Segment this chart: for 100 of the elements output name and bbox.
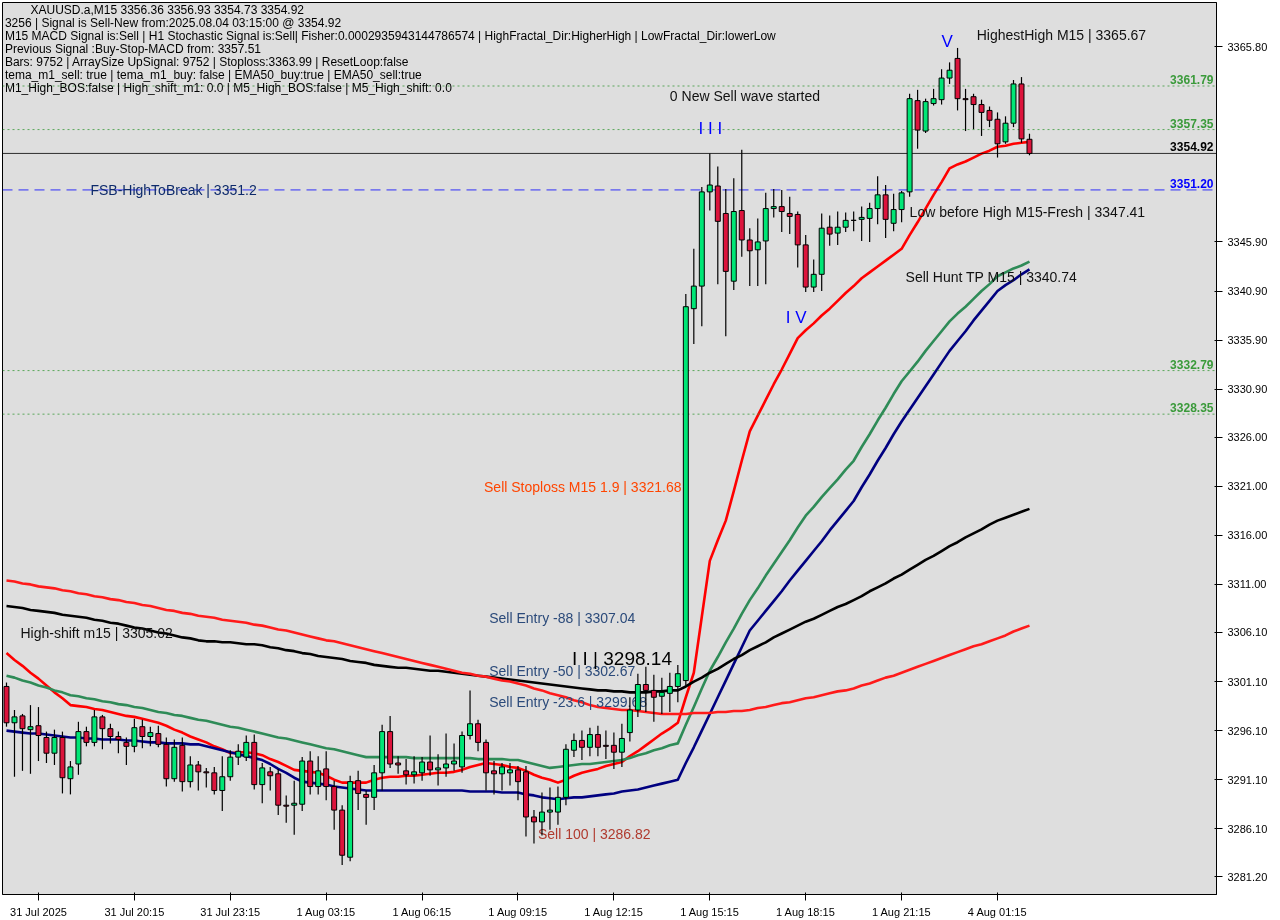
y-tick-label: 3321.00 (1227, 480, 1268, 493)
candlestick (834, 210, 841, 246)
y-tick-label: 3316.00 (1227, 529, 1268, 542)
candlestick (491, 760, 497, 796)
y-tick-label: 3301.10 (1227, 675, 1268, 688)
candlestick (690, 248, 697, 345)
line-series (5, 579, 1031, 716)
annotation: Sell Entry -88 | 3307.04 (489, 609, 636, 626)
candlestick (219, 755, 226, 812)
candlestick (570, 732, 577, 758)
x-tick-label: 1 Aug 12:15 (584, 905, 643, 918)
candlestick (746, 227, 753, 287)
candlestick (866, 202, 873, 243)
candlestick (810, 259, 817, 293)
candlestick (842, 211, 849, 233)
annotation: Sell 100 | 3286.82 (537, 825, 651, 842)
candlestick (594, 725, 601, 757)
x-tick-label: 31 Jul 20:15 (104, 905, 165, 918)
candlestick (754, 217, 761, 287)
annotation: I V (785, 308, 808, 327)
y-tick-label: 3326.00 (1227, 431, 1268, 444)
annotation: Previous Signal :Buy-Stop-MACD from: 3357.51 (4, 42, 262, 57)
candlestick (499, 762, 505, 792)
candlestick (323, 750, 330, 801)
candlestick (467, 689, 474, 741)
candlestick (315, 755, 322, 796)
candlestick (203, 767, 210, 789)
ref-line-label: 3354.92 (1170, 140, 1214, 155)
annotation: Bars: 9752 | ArraySize UpSignal: 9752 | Stoploss:3363.99 | ResetLoop:false (4, 55, 409, 70)
x-tick-label: 1 Aug 21:15 (871, 905, 931, 918)
annotation: High-shift m15 | 3305.02 (20, 625, 173, 642)
annotation: I I I (698, 118, 723, 138)
candlestick (451, 742, 458, 772)
candlestick (331, 780, 338, 831)
candlestick (355, 770, 362, 811)
y-tick-label: 3311.00 (1227, 578, 1267, 591)
candlestick (427, 734, 434, 777)
y-tick-label: 3296.10 (1227, 724, 1268, 737)
candlestick (235, 743, 242, 766)
candlestick (291, 780, 298, 836)
annotation: FSB-HighToBreak | 3351.2 (90, 181, 257, 198)
ref-line-label: 3332.79 (1170, 357, 1214, 372)
annotation: M15 MACD Signal is:Sell | H1 Stochastic Signal is:Sell| Fisher:0.0002935943144786574 | HighFractal_Dir:HigherHigh | LowFractal_Dir:lowerLow (4, 29, 777, 44)
y-tick-label: 3335.90 (1227, 334, 1268, 347)
candlestick (283, 794, 290, 824)
y-tick-label: 3340.90 (1227, 285, 1268, 297)
annotation: V (941, 32, 954, 52)
ref-line-label: 3357.35 (1170, 116, 1214, 131)
candlestick (858, 206, 865, 242)
candlestick (578, 730, 585, 761)
x-tick-label: 31 Jul 23:15 (200, 905, 261, 918)
candlestick (155, 725, 162, 748)
candlestick (403, 758, 410, 786)
candlestick (826, 214, 833, 247)
candlestick (395, 755, 402, 775)
candlestick (610, 731, 617, 770)
candlestick (139, 719, 146, 749)
y-tick-label: 3286.10 (1227, 822, 1268, 835)
x-tick-label: 1 Aug 06:15 (392, 905, 452, 918)
chart-title: XAUUSD.a,M15 3356.36 3356.93 3354.73 3354.92 (30, 3, 305, 18)
y-tick-label: 3281.20 (1227, 870, 1268, 883)
y-tick-label: 3291.10 (1227, 773, 1268, 786)
candlestick (187, 755, 194, 789)
candlestick (147, 726, 154, 747)
candlestick (507, 762, 513, 787)
x-tick-label: 1 Aug 09:15 (488, 905, 548, 918)
annotation: M1_High_BOS:false | High_shift_m1: 0.0 | M5_High_BOS:false | M5_High_shift: 0.0 (4, 81, 453, 96)
candlestick (363, 789, 370, 826)
annotation: tema_m1_sell: true | tema_m1_buy: false | EMA50_buy:true | EMA50_sell:true (4, 68, 423, 83)
candlestick (243, 734, 250, 762)
x-tick-label: 1 Aug 15:15 (680, 905, 739, 918)
annotation: HighestHigh M15 | 3365.67 (976, 26, 1147, 43)
x-tick-label: 1 Aug 18:15 (776, 905, 835, 918)
candlestick (475, 719, 482, 752)
candlestick (770, 188, 777, 218)
ref-line-label: 3361.79 (1170, 73, 1214, 88)
y-tick-label: 3365.80 (1227, 40, 1268, 53)
candlestick (267, 766, 274, 792)
x-tick-label: 1 Aug 03:15 (296, 905, 356, 918)
y-tick-label: 3330.90 (1227, 383, 1268, 396)
y-tick-label: 3345.90 (1227, 235, 1268, 248)
annotation: 0 New Sell wave started (669, 87, 821, 104)
candlestick (602, 730, 609, 760)
candlestick (531, 809, 537, 845)
candlestick (778, 189, 785, 233)
annotation: 3256 | Signal is Sell-New from:2025.08.04 03:15:00 @ 3354.92 (4, 16, 342, 31)
ref-line-label: 3328.35 (1170, 401, 1214, 416)
annotation: Sell Stoploss M15 1.9 | 3321.68 (484, 479, 682, 496)
candlestick (195, 760, 202, 792)
candlestick (515, 765, 521, 801)
candlestick (411, 755, 418, 785)
x-tick-label: 31 Jul 2025 (10, 905, 67, 918)
candlestick (786, 196, 793, 235)
candlestick (419, 756, 426, 782)
candlestick (435, 753, 442, 787)
candlestick (618, 723, 625, 768)
candlestick (443, 732, 450, 778)
candlestick (586, 727, 593, 757)
candlestick (211, 766, 218, 796)
candlestick (554, 785, 561, 826)
